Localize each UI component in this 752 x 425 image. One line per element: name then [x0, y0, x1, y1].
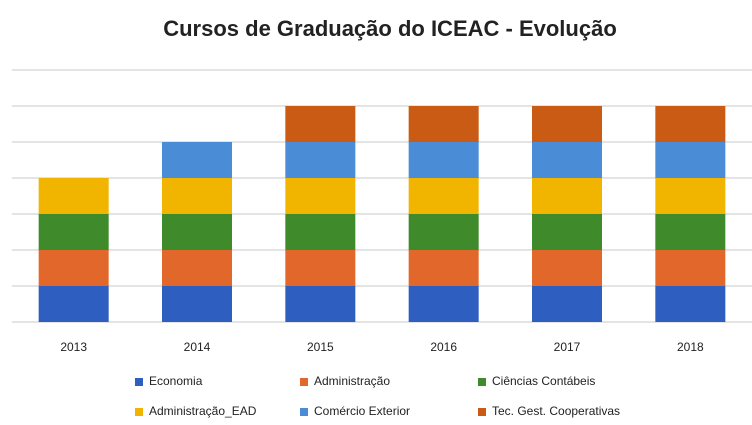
bar-segment — [162, 250, 232, 286]
bar-segment — [655, 214, 726, 250]
legend-swatch — [300, 408, 308, 416]
bar-segment — [162, 142, 232, 178]
bar-segment — [38, 178, 109, 214]
bar-segment — [532, 142, 602, 178]
bar-segment — [532, 106, 602, 142]
x-tick-label: 2016 — [430, 340, 457, 354]
bar-segment — [655, 106, 726, 142]
legend-swatch — [300, 378, 308, 386]
bar-segment — [532, 178, 602, 214]
x-tick-label: 2018 — [677, 340, 704, 354]
bar-segment — [408, 286, 479, 322]
legend-label: Tec. Gest. Cooperativas — [492, 404, 620, 418]
bar-segment — [38, 250, 109, 286]
bar-segment — [655, 250, 726, 286]
legend-label: Ciências Contábeis — [492, 374, 595, 388]
legend-swatch — [135, 378, 143, 386]
bar-segment — [285, 178, 356, 214]
bar-segment — [285, 106, 356, 142]
bar-segment — [38, 214, 109, 250]
bar-segment — [408, 142, 479, 178]
bar-segment — [532, 286, 602, 322]
bar-segment — [532, 250, 602, 286]
legend-swatch — [478, 408, 486, 416]
bar-segment — [408, 178, 479, 214]
bar-segment — [408, 106, 479, 142]
bar-segment — [408, 214, 479, 250]
bar-segment — [162, 178, 232, 214]
bar-segment — [38, 286, 109, 322]
legend-label: Administração — [314, 374, 390, 388]
bar-segment — [285, 250, 356, 286]
bar-segment — [285, 214, 356, 250]
x-tick-label: 2014 — [184, 340, 211, 354]
x-tick-label: 2013 — [60, 340, 87, 354]
bar-segment — [655, 142, 726, 178]
legend-label: Economia — [149, 374, 203, 388]
x-tick-label: 2017 — [554, 340, 581, 354]
x-tick-label: 2015 — [307, 340, 334, 354]
bar-segment — [285, 286, 356, 322]
legend-label: Comércio Exterior — [314, 404, 410, 418]
legend-swatch — [478, 378, 486, 386]
bar-segment — [285, 142, 356, 178]
bar-segment — [532, 214, 602, 250]
bar-segment — [655, 286, 726, 322]
chart-title: Cursos de Graduação do ICEAC - Evolução — [163, 16, 617, 41]
legend-label: Administração_EAD — [149, 404, 257, 418]
bar-segment — [408, 250, 479, 286]
bar-segment — [162, 286, 232, 322]
bar-segment — [162, 214, 232, 250]
bar-segment — [655, 178, 726, 214]
legend-swatch — [135, 408, 143, 416]
